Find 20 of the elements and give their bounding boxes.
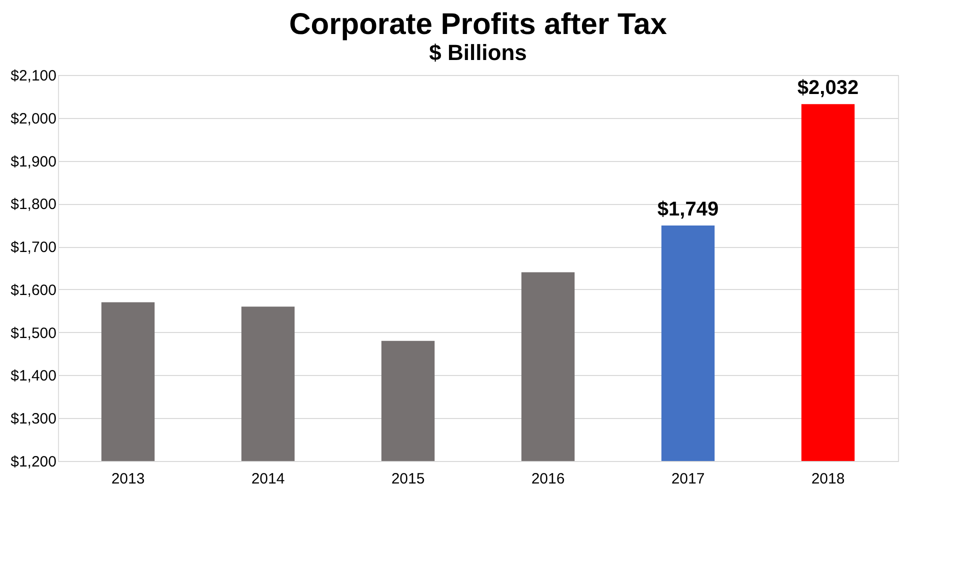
data-label: $2,032 (797, 77, 859, 100)
y-tick-label: $1,500 (10, 324, 56, 342)
y-tick-label: $1,300 (10, 410, 56, 428)
x-tick-label: 2014 (251, 470, 285, 488)
y-tick-label: $1,600 (10, 282, 56, 299)
chart-title: Corporate Profits after Tax (289, 8, 668, 41)
x-tick-label: 2016 (531, 470, 565, 488)
y-tick-label: $2,000 (10, 110, 56, 128)
y-tick-label: $1,200 (10, 454, 56, 470)
x-tick-label: 2017 (671, 470, 705, 488)
chart-subtitle: $ Billions (429, 40, 527, 65)
data-label: $1,749 (657, 198, 719, 221)
x-tick-label: 2015 (391, 470, 425, 488)
y-tick-label: $1,700 (10, 239, 56, 256)
y-tick-label: $1,400 (10, 368, 56, 385)
y-tick-label: $1,800 (10, 196, 56, 214)
y-tick-label: $1,900 (10, 153, 56, 170)
x-tick-label: 2018 (811, 470, 845, 488)
x-tick-label: 2013 (111, 470, 145, 488)
y-tick-label: $2,100 (10, 68, 56, 84)
